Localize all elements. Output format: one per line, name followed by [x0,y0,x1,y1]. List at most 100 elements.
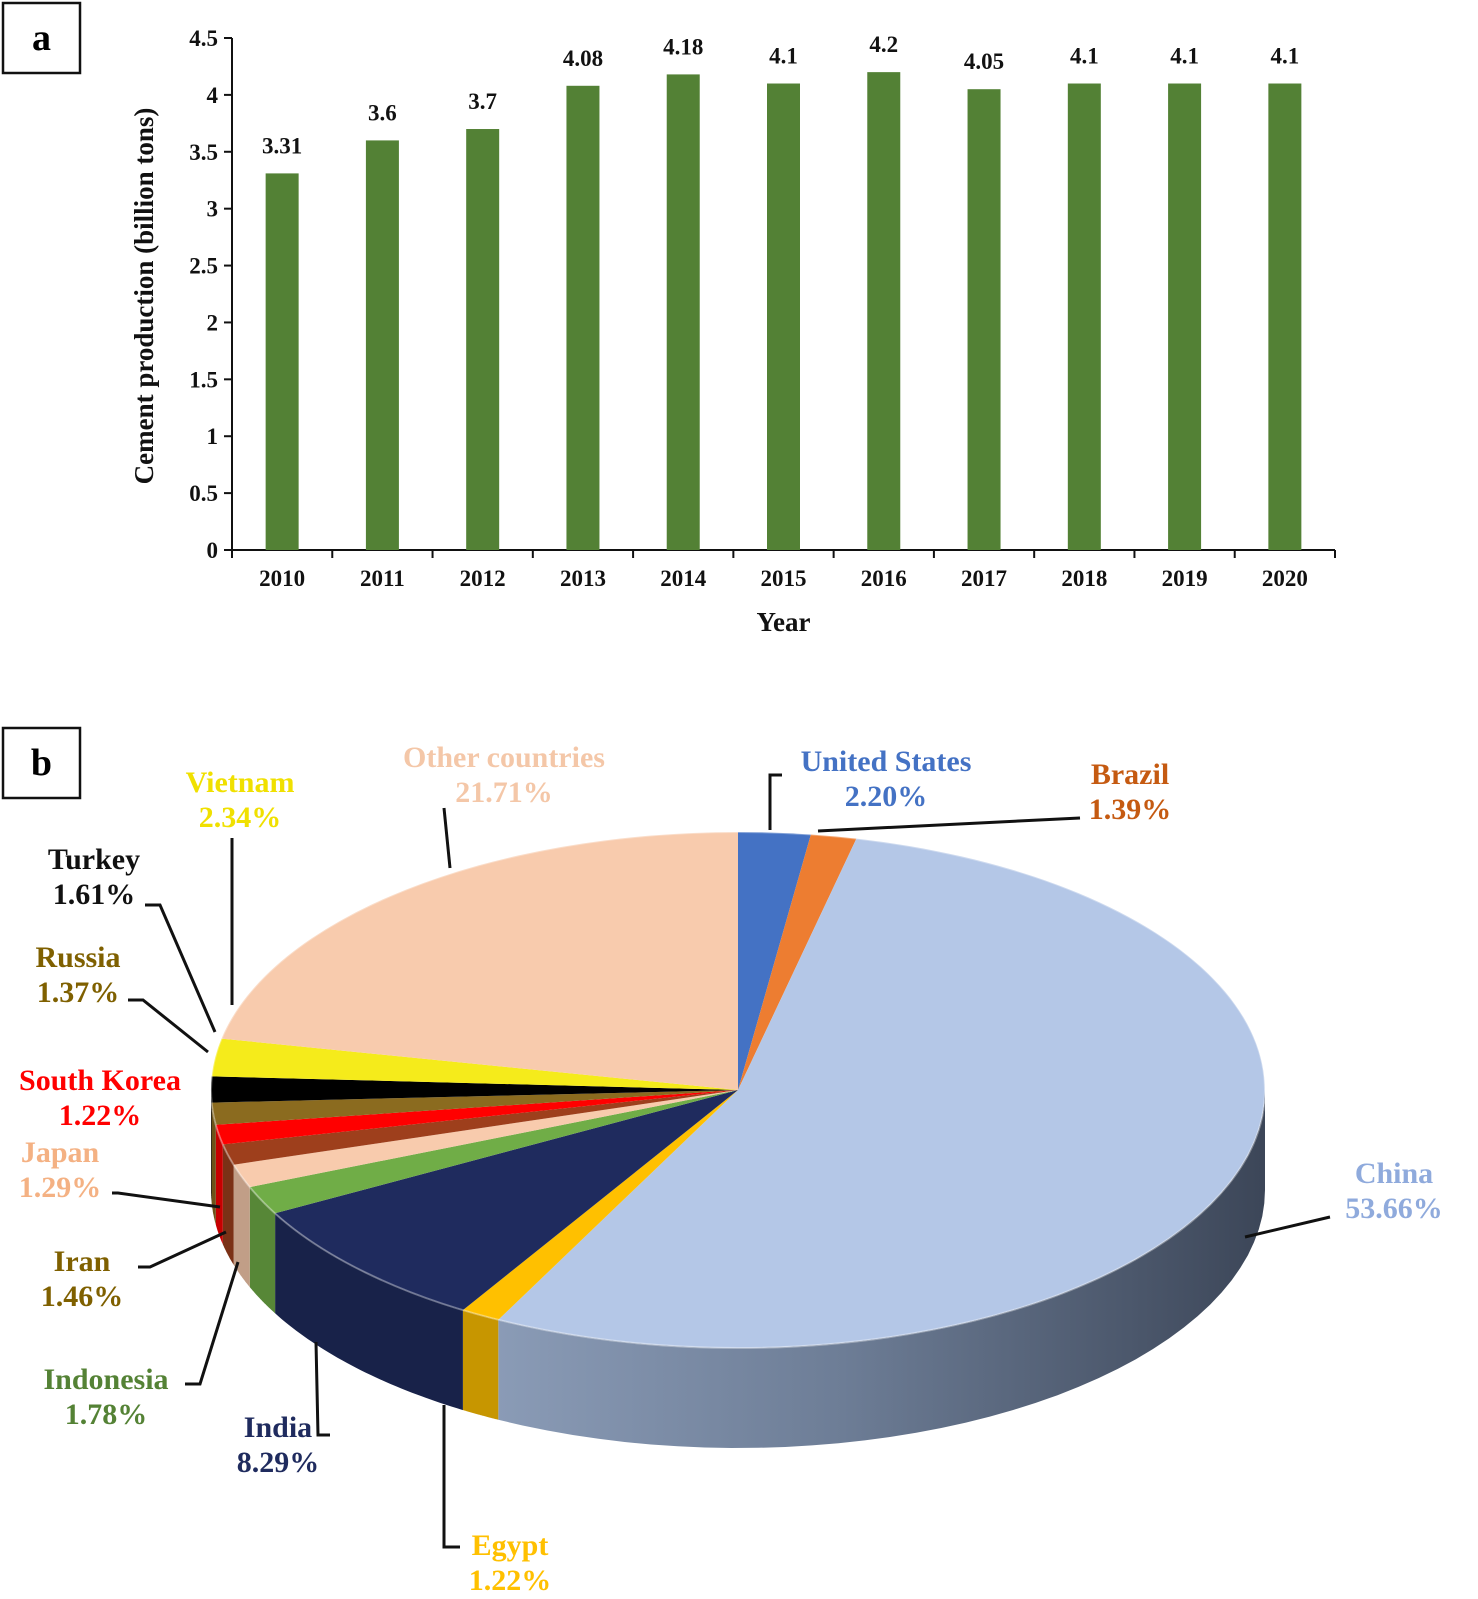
leader-line [128,998,209,1054]
pie-slice [249,1090,739,1214]
pie-label-name: India [244,1411,312,1444]
leader-line [1244,1215,1331,1239]
pie-slice [738,832,811,1090]
pie-slice [738,834,857,1090]
bar-chart: 0 0.5 1 1.5 2 2.5 3 3.5 4 4.5 3.31 2010 3.6 2011 3.7 20… [129,26,1336,637]
y-tick-label: 2.5 [189,254,218,279]
leader-line [442,1405,460,1549]
pie-slice-side [211,1102,216,1225]
pie-label-percent: 1.22% [469,1564,552,1597]
pie-slice-side [233,1164,250,1288]
bar [1268,83,1302,550]
x-tick-label: 2014 [660,566,707,591]
pie-slice [215,1090,739,1145]
bar [767,83,800,550]
pie-label-name: Brazil [1091,758,1169,791]
pie-slice-side [462,1310,499,1420]
bar [1067,83,1101,550]
x-tick-label: 2018 [1061,566,1107,591]
bar [466,129,500,550]
pie-slice [462,1090,738,1320]
pie-label-name: Egypt [472,1529,549,1562]
leader-line [817,816,1081,833]
bar-data-label: 4.1 [1170,44,1199,69]
pie-label-percent: 8.29% [237,1446,320,1479]
pie-label-percent: 2.34% [199,801,282,834]
pie-label-name: Vietnam [186,766,295,799]
pie-label-percent: 1.61% [53,878,136,911]
pie-slice [498,838,1265,1348]
leader-line [145,903,217,1033]
pie-label-percent: 1.78% [65,1398,148,1431]
pie-slice [233,1090,738,1188]
pie-label-percent: 1.22% [59,1099,142,1132]
pie-slice [211,1038,738,1090]
pie-label-name: Iran [54,1245,111,1278]
pie-slice-side [498,1090,1265,1448]
bar [867,72,901,550]
x-tick-label: 2012 [460,566,506,591]
bar [365,140,399,550]
bar [967,89,1001,550]
pie-label-name: Russia [35,941,120,974]
bar-data-label: 3.6 [368,100,397,125]
bar-data-label: 4.1 [1270,44,1299,69]
pie-slice-side [222,1144,234,1265]
pie-slice [221,832,738,1090]
pie-slice-side [275,1213,463,1411]
pie-label-name: China [1355,1157,1433,1190]
pie-slice [211,1090,739,1125]
pie-label-percent: 1.29% [19,1171,102,1204]
pie-label-percent: 2.20% [845,780,928,813]
panel-b-label: b [31,742,52,784]
y-tick-label: 1.5 [189,367,218,392]
pie-slice [222,1090,739,1165]
y-tick-label: 0.5 [189,481,218,506]
pie-slice [210,1076,738,1103]
panel-a: a 0 0.5 1 1.5 2 2.5 3 3.5 4 4.5 3.31 2010 3.6 2011 3.7… [1,1,1336,637]
leader-line [442,807,452,869]
bar-data-label: 4.18 [663,34,703,59]
x-tick-label: 2011 [360,566,405,591]
pie-slice-side [249,1187,276,1314]
bar-data-label: 4.1 [769,44,798,69]
pie-label-name: Other countries [403,741,605,774]
pie-label-percent: 1.37% [37,976,120,1009]
y-tick-label: 0 [207,538,219,563]
bar [1168,83,1202,550]
leader-line [185,1261,240,1386]
bar [666,74,700,551]
y-tick-label: 1 [207,424,219,449]
pie-label-name: Indonesia [43,1363,168,1396]
bar-data-label: 4.08 [563,46,603,71]
leader-line [112,1191,221,1209]
pie-label-percent: 1.39% [1089,793,1172,826]
pie-rim [210,831,1266,1349]
y-tick-label: 2 [207,310,219,335]
x-tick-label: 2015 [761,566,807,591]
x-tick-label: 2019 [1162,566,1208,591]
x-tick-label: 2017 [961,566,1007,591]
bar-data-label: 3.7 [468,89,497,114]
pie-label-name: Turkey [48,843,140,876]
leader-line [768,773,782,830]
panel-b-label-box [1,726,82,800]
panel-a-label: a [32,17,51,59]
x-axis-title: Year [757,607,811,637]
leader-line [138,1230,227,1269]
y-tick-label: 4 [207,83,219,108]
bar-data-label: 4.05 [964,49,1004,74]
pie-label-name: Japan [21,1136,100,1169]
x-tick-label: 2010 [259,566,305,591]
leader-line [314,1341,330,1437]
y-axis-title: Cement production (billion tons) [129,108,159,485]
x-tick-label: 2020 [1262,566,1308,591]
bar [265,173,299,550]
x-tick-label: 2013 [560,566,606,591]
y-tick-label: 3.5 [189,140,218,165]
bar-data-label: 3.31 [262,133,302,158]
panel-a-label-box [1,1,82,75]
y-tick-label: 4.5 [189,26,218,51]
